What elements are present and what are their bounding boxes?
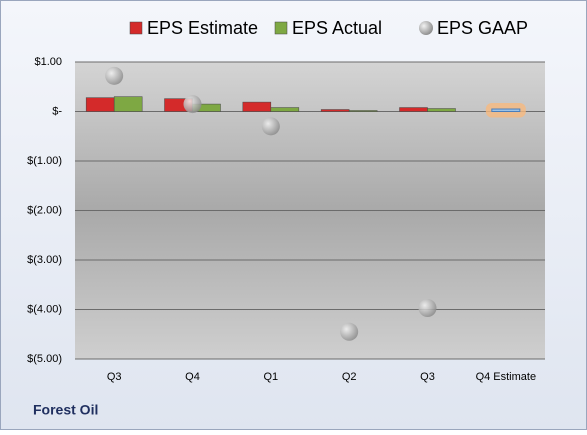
legend-label: EPS Estimate — [147, 18, 258, 38]
bar — [85, 97, 115, 112]
footer: Forest Oil — [33, 402, 98, 418]
bar — [348, 110, 378, 112]
x-tick-label: Q4 — [185, 371, 200, 383]
point — [340, 322, 359, 341]
y-tick-label: $(4.00) — [27, 303, 62, 315]
x-tick-label: Q2 — [342, 371, 357, 383]
x-tick-label: Q1 — [263, 371, 278, 383]
x-tick-label: Q4 Estimate — [476, 371, 537, 383]
point — [418, 299, 437, 318]
point — [183, 95, 202, 114]
y-tick-label: $(3.00) — [27, 254, 62, 266]
y-tick-label: $(2.00) — [27, 204, 62, 216]
x-tick-label: Q3 — [420, 371, 435, 383]
bar — [491, 108, 521, 113]
y-tick-label: $(1.00) — [27, 155, 62, 167]
legend-label: EPS GAAP — [437, 18, 528, 38]
x-tick-label: Q3 — [107, 371, 122, 383]
y-tick-label: $- — [52, 105, 62, 117]
legend-marker — [274, 21, 288, 35]
y-tick-label: $(5.00) — [27, 353, 62, 365]
bar — [399, 107, 428, 112]
bar — [270, 107, 300, 112]
legend-marker — [129, 21, 143, 35]
bar — [113, 96, 143, 112]
bar — [320, 109, 350, 112]
point — [105, 66, 124, 85]
bar — [427, 108, 456, 112]
legend-label: EPS Actual — [292, 18, 382, 38]
legend-marker — [419, 21, 433, 35]
point — [261, 117, 280, 136]
bar — [242, 101, 272, 112]
y-tick-label: $1.00 — [34, 56, 62, 68]
